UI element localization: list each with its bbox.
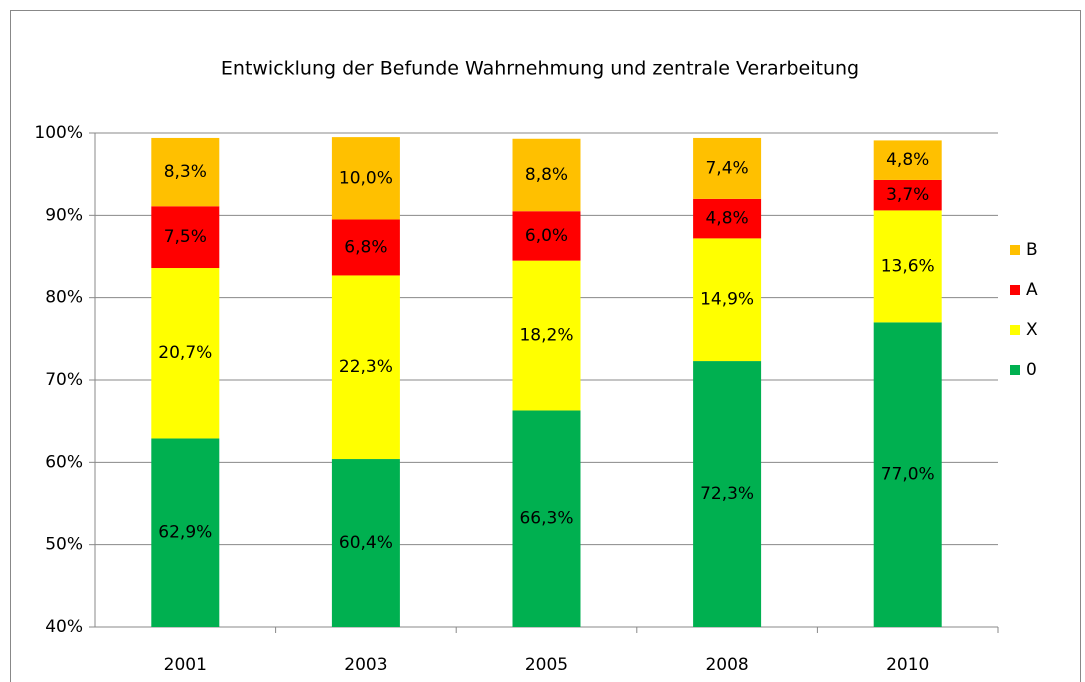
bar-segment [693, 238, 762, 362]
y-tick-label: 100% [34, 123, 83, 143]
bar-segment [693, 361, 762, 627]
data-label: 20,7% [158, 343, 212, 363]
data-label: 8,8% [525, 165, 568, 185]
data-label: 62,9% [158, 523, 212, 543]
data-label: 14,9% [700, 290, 754, 310]
data-label: 13,6% [881, 256, 935, 276]
bar-segment [331, 219, 400, 276]
data-label: 10,0% [339, 168, 393, 188]
x-tick-label: 2008 [705, 655, 748, 675]
bar-segment [331, 137, 400, 220]
data-label: 8,3% [164, 162, 207, 182]
data-label: 7,5% [164, 227, 207, 247]
y-tick-label: 70% [45, 370, 83, 390]
data-label: 4,8% [705, 209, 748, 229]
data-label: 4,8% [886, 150, 929, 170]
legend-label: B [1026, 240, 1038, 260]
bar-segment [873, 210, 942, 323]
x-tick-label: 2010 [886, 655, 929, 675]
bar-segment [873, 140, 942, 180]
y-tick-label: 50% [45, 535, 83, 555]
data-label: 60,4% [339, 533, 393, 553]
bar-segment [151, 137, 220, 207]
data-label: 3,7% [886, 185, 929, 205]
data-label: 6,0% [525, 226, 568, 246]
bar-segment [151, 268, 220, 439]
data-label: 18,2% [519, 326, 573, 346]
bar-segment [693, 137, 762, 199]
legend-swatch [1010, 365, 1020, 375]
bar-segment [151, 438, 220, 627]
data-label: 66,3% [519, 509, 573, 529]
data-label: 7,4% [705, 158, 748, 178]
legend-label: A [1026, 280, 1038, 300]
bar-segment [512, 138, 581, 212]
data-label: 72,3% [700, 484, 754, 504]
legend-label: X [1026, 320, 1038, 340]
bar-segment [151, 206, 220, 269]
bar-segment [331, 459, 400, 627]
bar-segment [512, 260, 581, 411]
y-tick-label: 60% [45, 452, 83, 472]
x-tick-label: 2003 [344, 655, 387, 675]
y-tick-label: 90% [45, 205, 83, 225]
bar-segment [331, 275, 400, 460]
bar-segment [512, 211, 581, 261]
bar-segment [873, 179, 942, 211]
legend-label: 0 [1026, 360, 1037, 380]
x-tick-label: 2001 [164, 655, 207, 675]
bar-segment [873, 322, 942, 627]
data-label: 77,0% [881, 465, 935, 485]
chart-title: Entwicklung der Befunde Wahrnehmung und … [221, 58, 859, 80]
bar-segment [512, 410, 581, 627]
legend-swatch [1010, 325, 1020, 335]
y-tick-label: 80% [45, 288, 83, 308]
legend-swatch [1010, 285, 1020, 295]
x-tick-label: 2005 [525, 655, 568, 675]
bar-segment [693, 198, 762, 239]
data-label: 6,8% [344, 237, 387, 257]
y-tick-label: 40% [45, 617, 83, 637]
data-label: 22,3% [339, 357, 393, 377]
legend-swatch [1010, 245, 1020, 255]
